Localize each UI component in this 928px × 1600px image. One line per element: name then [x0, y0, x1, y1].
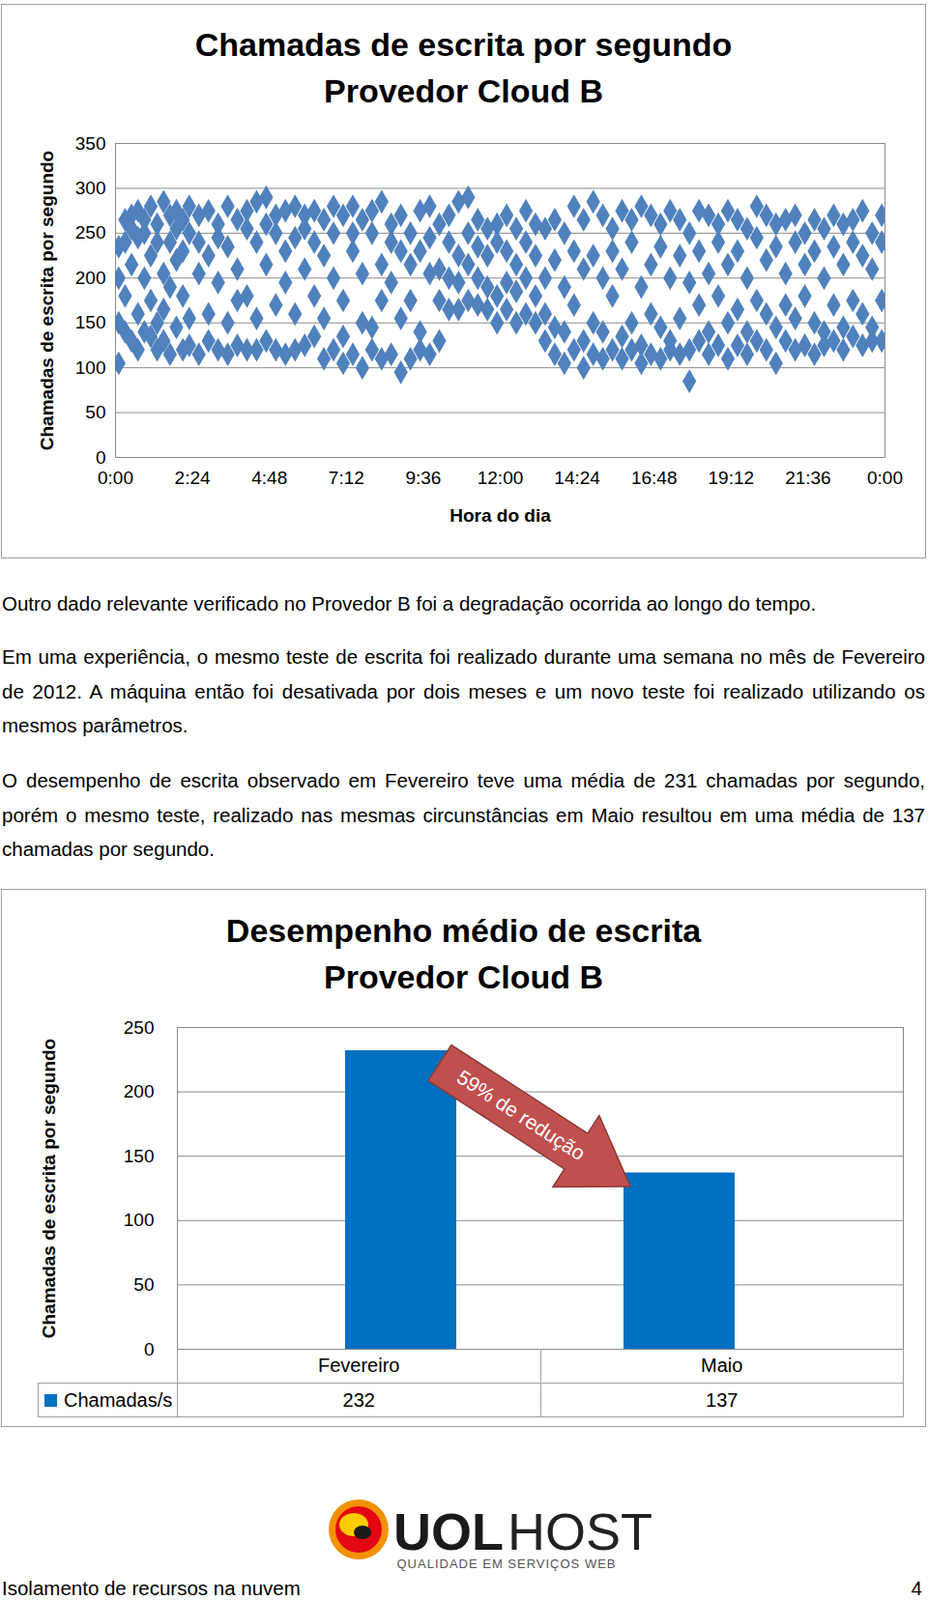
html-text:Chamadas de escrita por segund: Chamadas de escrita por segundo: [195, 26, 733, 63]
svg-text:0:00: 0:00: [97, 467, 134, 489]
html-text:Desempenho médio de escrita: Desempenho médio de escrita: [226, 912, 701, 950]
svg-text:150: 150: [123, 1146, 155, 1167]
svg-text:Hora do dia: Hora do dia: [449, 505, 551, 526]
html-text:232: 232: [342, 1389, 375, 1411]
svg-text:200: 200: [123, 1081, 155, 1102]
html-text:Provedor Cloud B: Provedor Cloud B: [323, 958, 604, 996]
svg-text:12:00: 12:00: [477, 467, 524, 489]
html-text:O desempenho de escrita observ: O desempenho de escrita observado em Fev…: [1, 769, 926, 861]
svg-text:QUALIDADE EM SERVIÇOS WEB: QUALIDADE EM SERVIÇOS WEB: [396, 1557, 616, 1572]
svg-text:16:48: 16:48: [631, 467, 678, 489]
svg-text:0:00: 0:00: [867, 467, 903, 489]
html-text:Outro dado relevante verificad: Outro dado relevante verificado no Prove…: [1, 592, 817, 615]
svg-text:Chamadas de escrita por segund: Chamadas de escrita por segundo: [38, 1039, 59, 1339]
svg-text:250: 250: [75, 222, 107, 243]
svg-text:9:36: 9:36: [405, 467, 441, 489]
html-text:Em uma experiência, o mesmo te: Em uma experiência, o mesmo teste de esc…: [1, 645, 926, 737]
svg-text:Chamadas de escrita por segund: Chamadas de escrita por segundo: [36, 150, 58, 451]
svg-text:300: 300: [75, 177, 107, 199]
svg-text:4:48: 4:48: [251, 467, 288, 489]
html-text:Provedor Cloud B: Provedor Cloud B: [323, 72, 604, 110]
html-text:Isolamento de recursos na nuve: Isolamento de recursos na nuvem: [1, 1577, 301, 1600]
svg-text:0: 0: [144, 1339, 155, 1361]
svg-text:100: 100: [75, 357, 107, 378]
html-text:4: 4: [911, 1577, 923, 1600]
svg-text:250: 250: [123, 1017, 155, 1039]
svg-text:UOLHOST: UOLHOST: [393, 1503, 653, 1562]
svg-text:50: 50: [85, 402, 106, 423]
svg-text:200: 200: [75, 267, 107, 289]
svg-text:350: 350: [75, 133, 107, 154]
svg-text:0: 0: [95, 447, 107, 468]
html-text:137: 137: [705, 1389, 738, 1411]
html-text:Chamadas/s: Chamadas/s: [63, 1389, 173, 1411]
html-text:Fevereiro: Fevereiro: [318, 1355, 400, 1377]
svg-text:59% de redução: 59% de redução: [453, 1066, 590, 1166]
svg-text:50: 50: [133, 1275, 154, 1296]
svg-text:100: 100: [123, 1210, 155, 1231]
svg-text:150: 150: [75, 312, 107, 333]
html-text:Maio: Maio: [700, 1355, 743, 1377]
svg-text:14:24: 14:24: [553, 467, 601, 489]
svg-text:2:24: 2:24: [174, 467, 211, 489]
svg-text:7:12: 7:12: [328, 467, 365, 489]
svg-text:21:36: 21:36: [784, 467, 832, 489]
svg-text:19:12: 19:12: [708, 467, 755, 489]
